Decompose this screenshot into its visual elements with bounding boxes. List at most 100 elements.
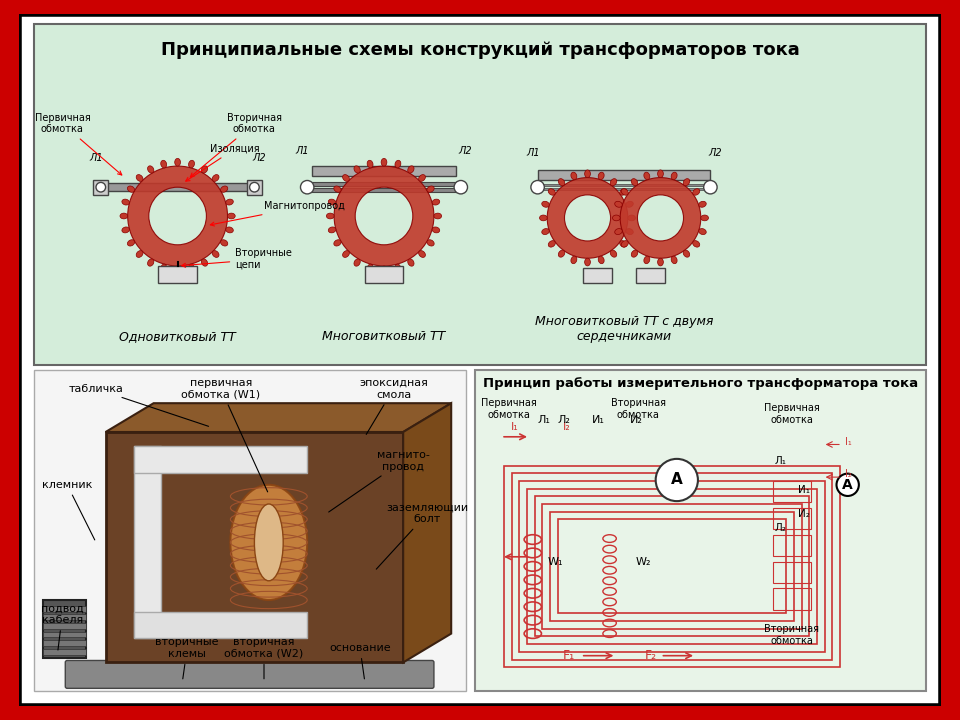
- Ellipse shape: [644, 256, 650, 264]
- Ellipse shape: [626, 228, 634, 235]
- Ellipse shape: [326, 213, 334, 219]
- Circle shape: [704, 181, 717, 194]
- Ellipse shape: [408, 259, 414, 266]
- Ellipse shape: [614, 228, 622, 235]
- Text: Первичная
обмотка: Первичная обмотка: [35, 113, 122, 175]
- Text: И₂: И₂: [798, 508, 809, 518]
- Polygon shape: [403, 403, 451, 662]
- Ellipse shape: [701, 215, 708, 221]
- Text: Л1: Л1: [89, 153, 103, 163]
- Text: Принцип работы измерительного трансформатора тока: Принцип работы измерительного трансформа…: [483, 377, 919, 390]
- Ellipse shape: [136, 174, 143, 181]
- Ellipse shape: [541, 228, 549, 235]
- Bar: [527, 489, 817, 644]
- Text: Л2: Л2: [459, 146, 472, 156]
- Ellipse shape: [621, 240, 628, 247]
- Ellipse shape: [148, 259, 154, 266]
- Bar: [307, 182, 461, 186]
- Ellipse shape: [230, 485, 307, 600]
- Text: Л1: Л1: [526, 148, 540, 158]
- Text: Вторичные
цепи: Вторичные цепи: [181, 248, 292, 270]
- Ellipse shape: [188, 161, 195, 168]
- Ellipse shape: [202, 259, 207, 266]
- Ellipse shape: [212, 251, 219, 258]
- Bar: [773, 508, 811, 529]
- Ellipse shape: [202, 166, 207, 173]
- Bar: [34, 369, 466, 691]
- Ellipse shape: [626, 202, 634, 207]
- Ellipse shape: [432, 227, 440, 233]
- Text: эпоксидная
смола: эпоксидная смола: [359, 378, 428, 434]
- Ellipse shape: [395, 264, 401, 271]
- Bar: [550, 512, 794, 621]
- Bar: [93, 179, 108, 195]
- Text: F₁: F₁: [564, 649, 575, 662]
- Ellipse shape: [632, 179, 637, 186]
- Ellipse shape: [221, 186, 228, 192]
- Ellipse shape: [122, 227, 130, 233]
- Ellipse shape: [334, 186, 341, 192]
- Text: Л2: Л2: [252, 153, 266, 163]
- Bar: [773, 481, 811, 502]
- Text: W₂: W₂: [636, 557, 651, 567]
- Bar: [558, 519, 786, 613]
- Bar: [512, 473, 832, 660]
- Ellipse shape: [693, 189, 700, 195]
- Text: I₂: I₂: [563, 422, 570, 432]
- Ellipse shape: [432, 199, 440, 205]
- Ellipse shape: [419, 251, 425, 258]
- Bar: [538, 170, 710, 179]
- Text: A: A: [671, 472, 683, 487]
- Ellipse shape: [226, 227, 233, 233]
- Ellipse shape: [160, 264, 167, 271]
- Ellipse shape: [658, 258, 663, 266]
- Ellipse shape: [254, 504, 283, 581]
- Text: W₁: W₁: [547, 557, 563, 567]
- Ellipse shape: [541, 202, 549, 207]
- Text: Л2: Л2: [708, 148, 722, 158]
- Ellipse shape: [628, 215, 636, 221]
- Ellipse shape: [612, 215, 620, 221]
- Text: Вторичная
обмотка: Вторичная обмотка: [190, 113, 282, 177]
- Text: табличка: табличка: [68, 384, 208, 426]
- Ellipse shape: [419, 174, 425, 181]
- Ellipse shape: [611, 179, 616, 186]
- Bar: [34, 24, 926, 365]
- Bar: [43, 614, 86, 620]
- Circle shape: [454, 181, 468, 194]
- Ellipse shape: [354, 166, 360, 173]
- Ellipse shape: [188, 264, 195, 271]
- Circle shape: [531, 181, 544, 194]
- Ellipse shape: [620, 189, 627, 195]
- Text: Многовитковый ТТ: Многовитковый ТТ: [323, 330, 445, 343]
- Ellipse shape: [644, 172, 650, 180]
- Ellipse shape: [658, 170, 663, 178]
- Text: И₁: И₁: [591, 415, 605, 425]
- Bar: [365, 266, 403, 283]
- Ellipse shape: [671, 256, 677, 264]
- Text: Изоляция: Изоляция: [185, 143, 260, 181]
- Bar: [773, 588, 811, 610]
- Ellipse shape: [381, 158, 387, 166]
- Ellipse shape: [343, 251, 349, 258]
- Ellipse shape: [367, 264, 373, 271]
- Bar: [535, 496, 809, 636]
- Text: основание: основание: [329, 643, 391, 679]
- Bar: [43, 606, 86, 611]
- Polygon shape: [106, 403, 451, 432]
- Ellipse shape: [122, 199, 130, 205]
- Ellipse shape: [540, 215, 547, 221]
- Text: Вторичная
обмотка: Вторичная обмотка: [764, 624, 820, 646]
- Ellipse shape: [571, 256, 577, 264]
- Text: вторичные
клемы: вторичные клемы: [156, 637, 219, 679]
- Bar: [43, 623, 86, 629]
- Ellipse shape: [128, 186, 134, 192]
- Text: Вторичная
обмотка: Вторичная обмотка: [611, 398, 666, 420]
- Ellipse shape: [699, 228, 707, 235]
- Ellipse shape: [548, 189, 555, 195]
- Ellipse shape: [684, 179, 689, 186]
- Bar: [106, 432, 403, 662]
- Circle shape: [656, 459, 698, 501]
- Ellipse shape: [585, 170, 590, 178]
- Text: И₂: И₂: [630, 415, 643, 425]
